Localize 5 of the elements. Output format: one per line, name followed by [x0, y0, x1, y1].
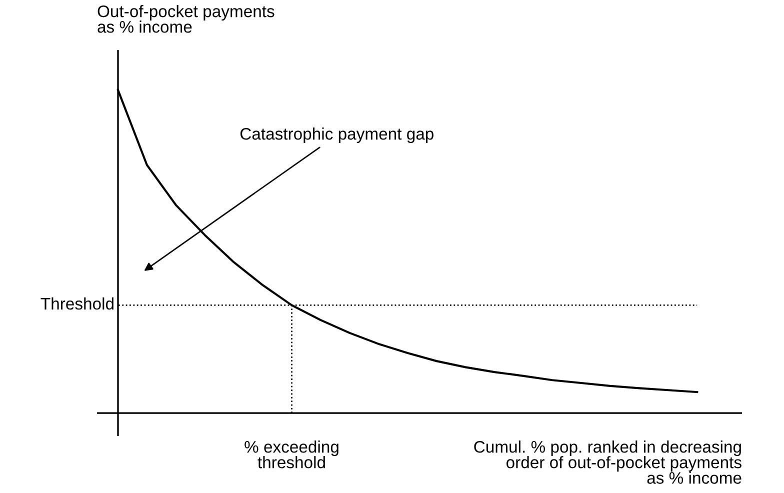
annotation: Catastrophic payment gap — [240, 128, 434, 144]
y-axis-title: Out-of-pocket payments as % income — [98, 5, 274, 33]
ref-line-label: Threshold — [40, 297, 114, 310]
x-axis-title: Cumul. % pop. ranked in decreasing order of out-of-pocket payments as % income — [474, 440, 742, 484]
text: % exceeding threshold — [244, 440, 338, 468]
